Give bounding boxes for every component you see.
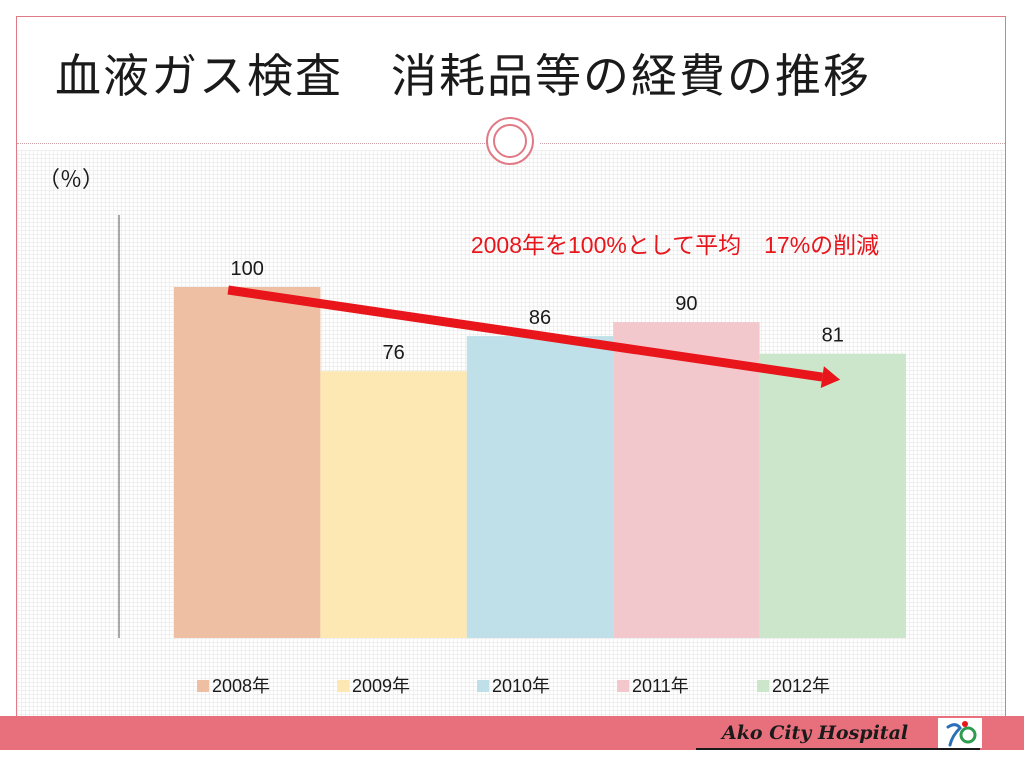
divider-ring-ornament [486, 117, 534, 165]
y-axis-unit-label: （％） [38, 168, 105, 193]
hospital-logo-icon [938, 718, 982, 748]
value-label-2012年: 81 [822, 325, 844, 347]
legend-swatch-2012年 [757, 680, 769, 692]
title-divider-left [17, 143, 487, 144]
legend-label-2009年: 2009年 [352, 676, 410, 696]
title-divider-right [540, 143, 1005, 144]
legend-swatch-2009年 [337, 680, 349, 692]
legend-swatch-2008年 [197, 680, 209, 692]
legend-label-2011年: 2011年 [632, 676, 689, 696]
legend-label-2012年: 2012年 [772, 676, 830, 696]
chart-annotation: 2008年を100%として平均 17%の削減 [471, 232, 879, 258]
value-label-2008年: 100 [231, 258, 264, 280]
legend-label-2008年: 2008年 [212, 676, 270, 696]
legend-label-2010年: 2010年 [492, 676, 550, 696]
trend-arrow-shaft [227, 285, 823, 382]
footer-band [0, 716, 1024, 750]
footer-brand-underline [696, 748, 980, 750]
slide-title: 血液ガス検査 消耗品等の経費の推移 [55, 49, 871, 103]
legend-swatch-2010年 [477, 680, 489, 692]
bar-2012年 [759, 353, 906, 638]
value-label-2011年: 90 [675, 293, 697, 315]
trend-arrow-head [820, 366, 841, 388]
value-label-2009年: 76 [382, 342, 404, 364]
bar-2009年 [320, 371, 467, 638]
legend-swatch-2011年 [617, 680, 629, 692]
bar-2008年 [174, 287, 321, 638]
bar-chart: 100 76 86 90 81 2008年を100%として平均 17%の削減 2008年… [118, 215, 906, 696]
footer-bottom-strip [0, 750, 1024, 768]
bar-2010年 [466, 336, 614, 638]
footer-brand-text: Ako City Hospital [722, 722, 909, 744]
value-label-2010年: 86 [529, 307, 551, 329]
bar-2011年 [613, 322, 760, 638]
